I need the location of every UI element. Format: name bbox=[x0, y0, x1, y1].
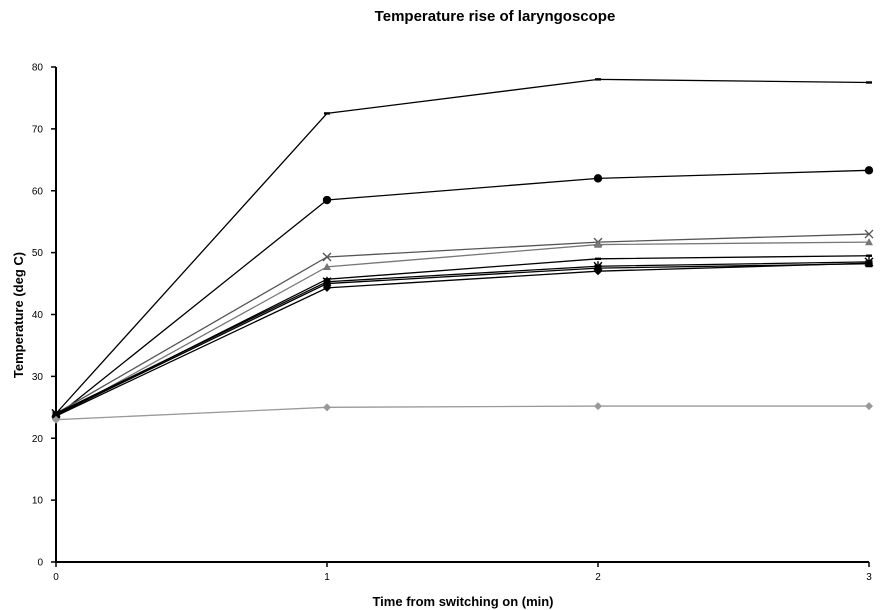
data-point-circle bbox=[864, 166, 874, 175]
y-axis: 0 10 20 30 40 50 60 70 80 bbox=[32, 63, 57, 569]
y-tick-label: 60 bbox=[32, 186, 44, 197]
y-tick-label: 50 bbox=[32, 248, 44, 259]
series-line bbox=[55, 262, 870, 417]
data-point-dash bbox=[866, 254, 872, 257]
series-2 bbox=[51, 166, 874, 421]
x-tick-label: 0 bbox=[53, 572, 59, 583]
series-line bbox=[55, 169, 870, 418]
series-line bbox=[55, 78, 870, 414]
x-axis: 0 1 2 3 bbox=[53, 561, 872, 583]
y-tick-label: 40 bbox=[32, 310, 44, 321]
series-layer bbox=[51, 78, 874, 424]
data-point-diamond bbox=[865, 402, 873, 411]
series-3 bbox=[51, 229, 874, 418]
series-line bbox=[55, 405, 869, 421]
y-tick-label: 20 bbox=[32, 434, 44, 445]
x-axis-label: Time from switching on (min) bbox=[372, 594, 553, 609]
data-point-dash bbox=[595, 257, 601, 261]
data-point-dash bbox=[866, 81, 872, 84]
series-5 bbox=[53, 254, 872, 417]
data-point-triangle bbox=[594, 240, 602, 248]
data-point-triangle bbox=[865, 238, 873, 246]
data-point-triangle bbox=[323, 262, 331, 271]
y-tick-label: 0 bbox=[37, 558, 43, 569]
series-9 bbox=[52, 402, 873, 424]
chart-title: Temperature rise of laryngoscope bbox=[375, 8, 616, 25]
data-point-diamond bbox=[52, 415, 60, 424]
data-point-diamond bbox=[323, 403, 331, 412]
series-line bbox=[55, 261, 870, 415]
x-tick-label: 2 bbox=[595, 572, 601, 583]
data-point-circle bbox=[593, 174, 603, 183]
data-point-diamond bbox=[594, 267, 602, 276]
series-line bbox=[55, 241, 870, 418]
data-point-x bbox=[322, 252, 332, 262]
y-tick-label: 30 bbox=[32, 372, 44, 383]
series-1 bbox=[53, 78, 872, 415]
data-point-diamond bbox=[865, 259, 873, 268]
series-line bbox=[55, 263, 870, 416]
y-tick-label: 80 bbox=[32, 63, 44, 74]
y-tick-label: 10 bbox=[32, 496, 44, 507]
series-7 bbox=[52, 260, 873, 419]
y-axis-label: Temperature (deg C) bbox=[11, 252, 26, 378]
data-point-diamond bbox=[323, 283, 331, 292]
data-point-circle bbox=[322, 195, 332, 205]
x-tick-label: 3 bbox=[866, 572, 872, 583]
data-point-x bbox=[864, 229, 874, 239]
series-8 bbox=[52, 259, 873, 420]
data-point-diamond bbox=[594, 402, 602, 411]
data-point-square bbox=[323, 280, 331, 288]
y-tick-label: 70 bbox=[32, 124, 44, 135]
x-tick-label: 1 bbox=[324, 572, 330, 583]
data-point-dash bbox=[595, 78, 601, 81]
series-line bbox=[55, 233, 870, 415]
data-point-dash bbox=[324, 112, 330, 115]
